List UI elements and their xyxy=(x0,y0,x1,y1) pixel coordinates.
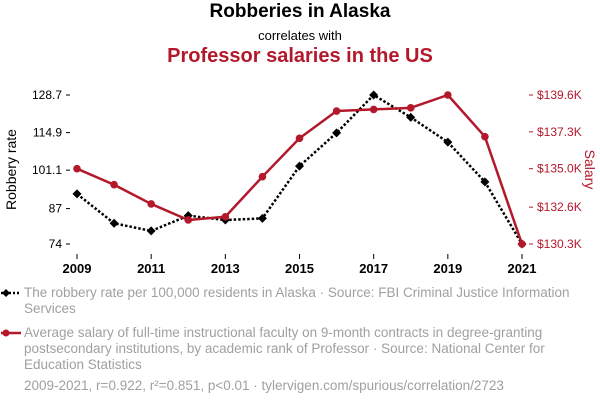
y-left-tick-label: 114.9 xyxy=(33,126,62,140)
robbery-data-point xyxy=(109,218,119,228)
salary-data-point xyxy=(295,134,304,143)
salary-data-point xyxy=(444,91,452,99)
robbery-data-point xyxy=(443,137,453,147)
robbery-data-point xyxy=(406,112,416,122)
y-left-tick-label: 128.7 xyxy=(32,88,62,102)
legend-robbery-text: The robbery rate per 100,000 residents i… xyxy=(24,285,570,316)
robbery-data-point xyxy=(257,213,267,223)
robbery-data-point xyxy=(295,161,304,171)
chart-connector-text: correlates with xyxy=(258,28,342,43)
salary-data-point xyxy=(481,132,489,141)
x-tick-label: 2017 xyxy=(359,261,388,276)
robbery-data-point xyxy=(369,90,379,100)
legend-robbery-marker-icon xyxy=(1,289,21,297)
robbery-data-point xyxy=(72,189,82,199)
salary-data-point xyxy=(406,104,415,112)
legend-robbery: The robbery rate per 100,000 residents i… xyxy=(0,285,590,319)
chart-subtitle: Professor salaries in the US xyxy=(167,45,433,67)
y-left-tick-label: 87 xyxy=(49,202,63,216)
x-tick-label: 2013 xyxy=(211,261,240,276)
x-tick-label: 2011 xyxy=(137,261,165,276)
salary-data-point xyxy=(518,240,526,248)
salary-data-point xyxy=(184,216,193,224)
robbery-data-point xyxy=(332,128,342,138)
salary-data-point xyxy=(258,172,267,181)
chart-plot: 74 87 101.1 114.9 128.7 $130.3K $132.6K $135.0K… xyxy=(3,88,598,276)
y-right-tick-label: $135.0K xyxy=(537,162,582,176)
robbery-data-point xyxy=(480,177,490,187)
x-tick-label: 2015 xyxy=(285,261,314,276)
salary-data-point xyxy=(147,200,155,208)
footer-stats: 2009-2021, r=0.922, r²=0.851, p<0.01 · t… xyxy=(24,378,504,393)
y-left-axis-title: Robbery rate xyxy=(3,129,19,210)
y-right-axis-title: Salary xyxy=(582,150,598,190)
x-tick-label: 2021 xyxy=(508,261,537,276)
salary-data-point xyxy=(332,107,341,115)
x-tick-label: 2019 xyxy=(433,261,462,276)
legend-salary-marker-icon xyxy=(1,329,21,337)
legend-salary: Average salary of full-time instructiona… xyxy=(0,325,590,377)
salary-data-point xyxy=(221,212,230,221)
y-left-tick-label: 101.1 xyxy=(32,163,62,177)
y-right-tick-label: $130.3K xyxy=(537,237,582,251)
y-right-tick-label: $139.6K xyxy=(537,88,582,102)
salary-data-point xyxy=(369,105,378,114)
chart-title: Robberies in Alaska xyxy=(209,1,391,22)
y-right-tick-label: $132.6K xyxy=(537,200,582,214)
salary-data-point xyxy=(110,180,118,189)
y-left-tick-label: 74 xyxy=(49,237,63,251)
salary-data-point xyxy=(73,164,81,173)
x-tick-label: 2009 xyxy=(63,261,92,276)
robbery-data-point xyxy=(146,226,156,236)
y-right-tick-label: $137.3K xyxy=(537,125,582,139)
legend-salary-text: Average salary of full-time instructiona… xyxy=(24,325,545,372)
